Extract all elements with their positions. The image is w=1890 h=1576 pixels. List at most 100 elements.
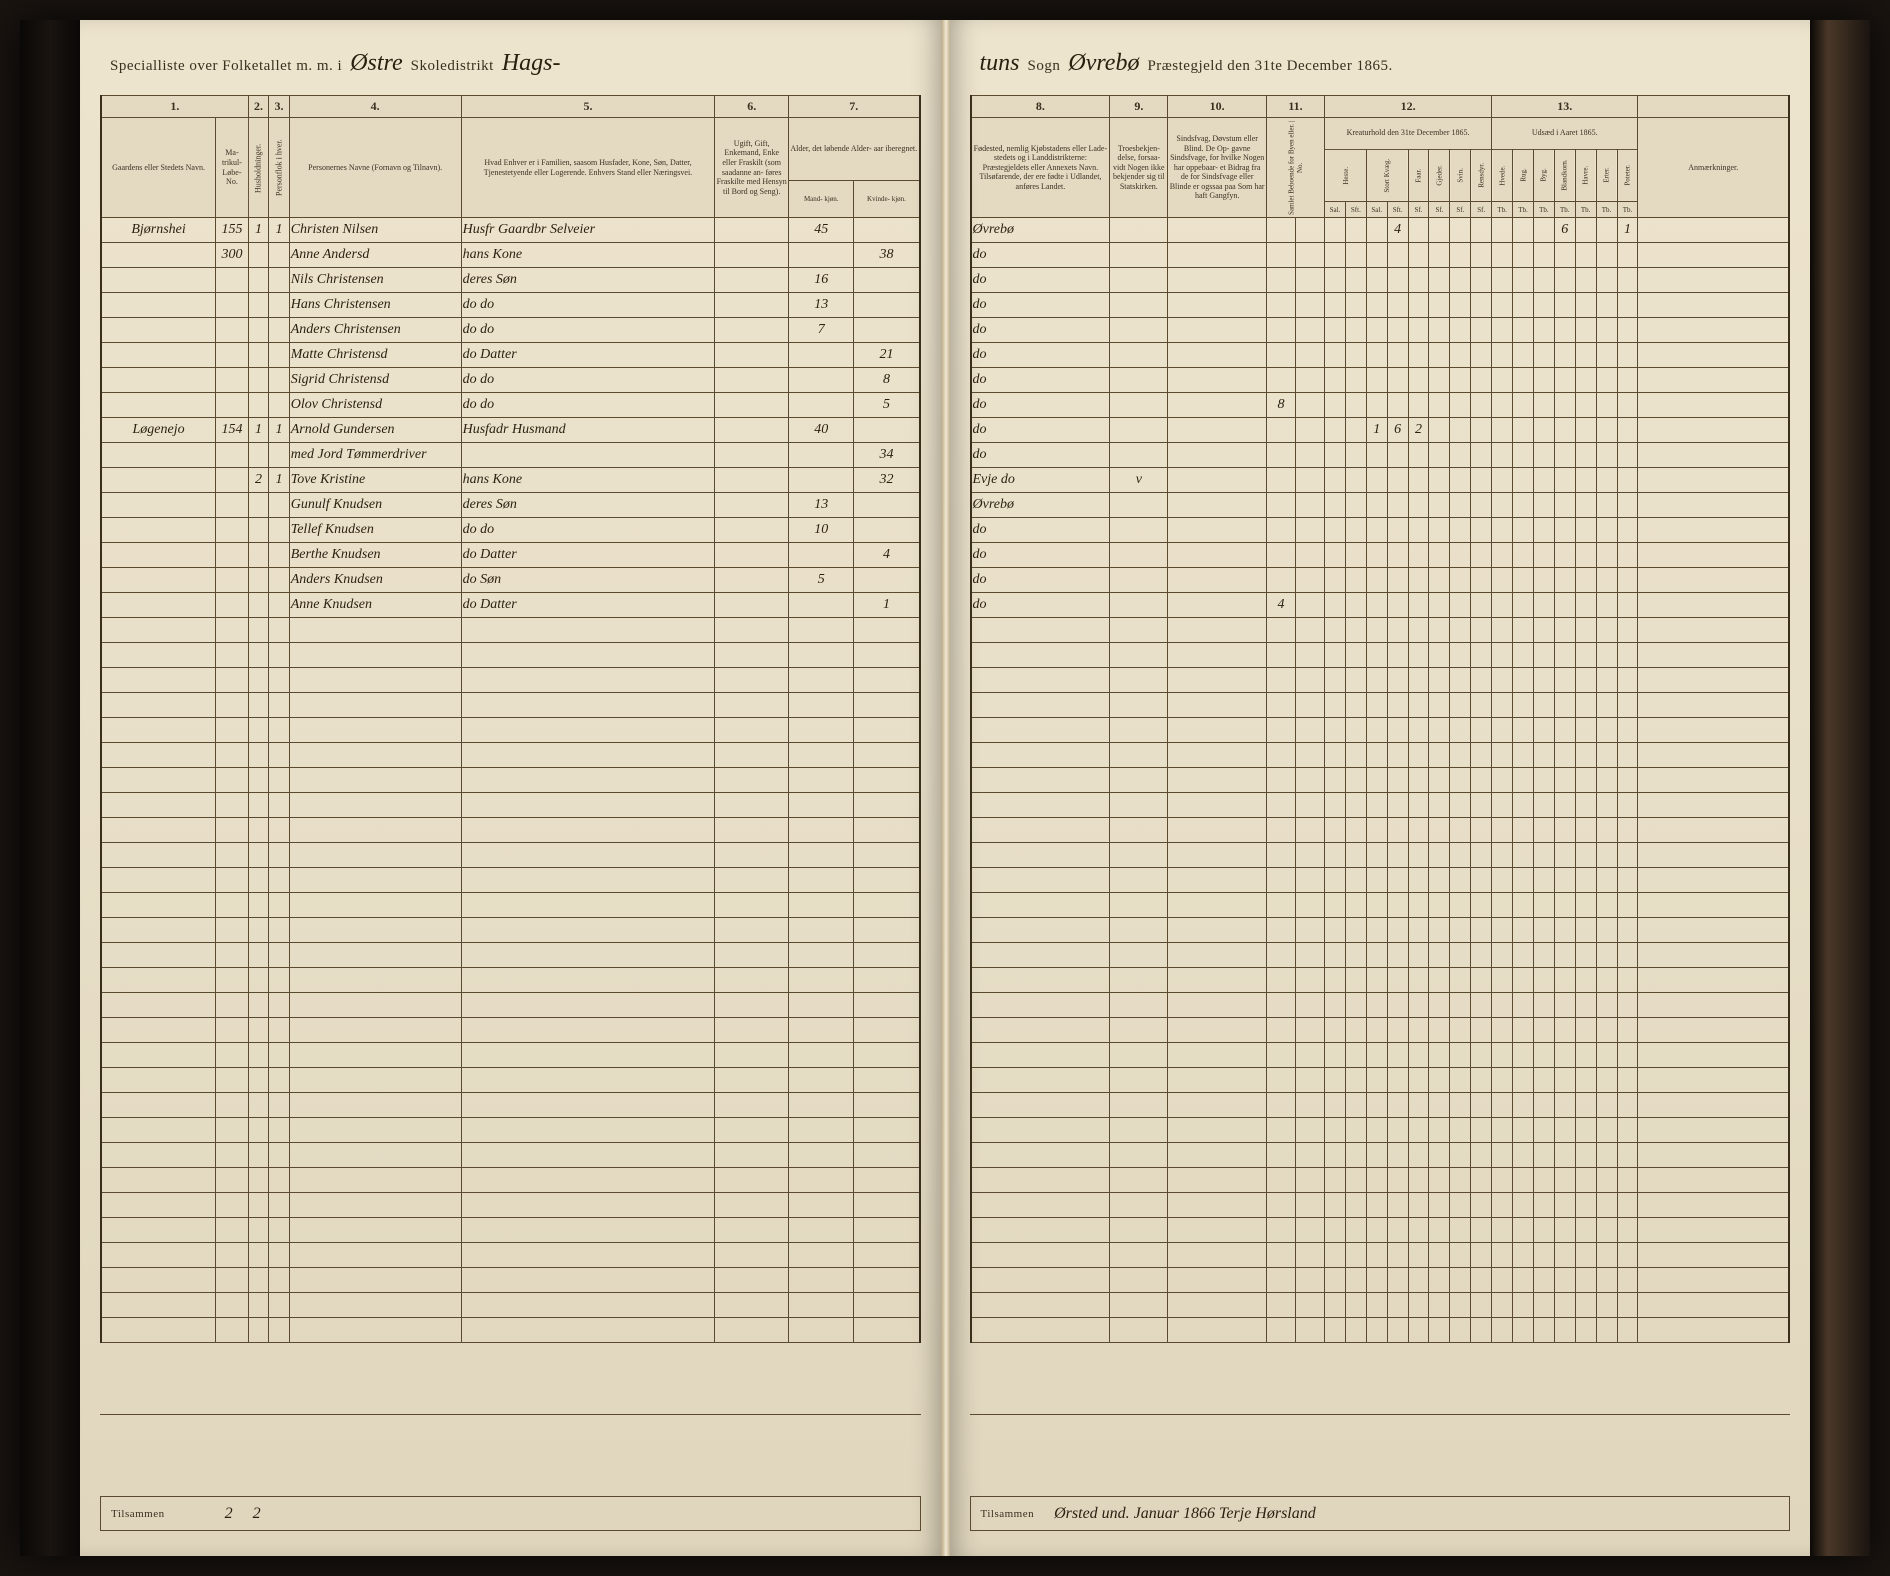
cell xyxy=(854,1068,920,1093)
cell xyxy=(1596,918,1617,943)
cell xyxy=(1110,968,1168,993)
cell: do do xyxy=(461,393,715,418)
cell xyxy=(1554,718,1575,743)
cell xyxy=(1575,443,1596,468)
cell xyxy=(1325,943,1346,968)
empty-row xyxy=(971,943,1790,968)
cell xyxy=(1638,418,1789,443)
cell xyxy=(1110,593,1168,618)
cell xyxy=(1533,918,1554,943)
cell xyxy=(1110,818,1168,843)
binding-right xyxy=(1810,20,1870,1556)
cell xyxy=(1617,918,1638,943)
col-sublabel2: Sft. xyxy=(1345,202,1366,218)
cell xyxy=(1596,893,1617,918)
cell xyxy=(789,1318,854,1343)
cell xyxy=(1168,1093,1267,1118)
cell xyxy=(1110,1193,1168,1218)
empty-row xyxy=(101,1068,920,1093)
cell xyxy=(1325,668,1346,693)
cell xyxy=(248,1168,268,1193)
cell xyxy=(1513,493,1534,518)
empty-row xyxy=(101,1293,920,1318)
cell xyxy=(1554,293,1575,318)
cell xyxy=(101,443,216,468)
empty-row xyxy=(101,1118,920,1143)
cell xyxy=(269,868,289,893)
cell xyxy=(1471,1218,1492,1243)
cell xyxy=(1513,518,1534,543)
cell xyxy=(1617,743,1638,768)
cell xyxy=(1450,668,1471,693)
cell xyxy=(1492,668,1513,693)
cell xyxy=(1513,893,1534,918)
table-row: Matte Christensddo Datter21 xyxy=(101,343,920,368)
cell xyxy=(1168,1168,1267,1193)
cell xyxy=(1575,1093,1596,1118)
cell xyxy=(1387,243,1408,268)
cell xyxy=(1617,718,1638,743)
cell xyxy=(1533,968,1554,993)
right-table-wrap: 8. 9. 10. 11. 12. 13. Fødested, nemlig K… xyxy=(970,95,1791,1415)
cell xyxy=(1387,918,1408,943)
cell xyxy=(1513,343,1534,368)
cell xyxy=(1110,643,1168,668)
cell xyxy=(1366,643,1387,668)
cell xyxy=(101,918,216,943)
empty-row xyxy=(971,1068,1790,1093)
cell xyxy=(1429,793,1450,818)
cell xyxy=(1575,318,1596,343)
cell xyxy=(1513,1193,1534,1218)
cell xyxy=(269,518,289,543)
cell xyxy=(1450,1118,1471,1143)
table-row: do xyxy=(971,243,1790,268)
cell xyxy=(216,543,249,568)
cell xyxy=(1325,1043,1346,1068)
cell xyxy=(248,518,268,543)
cell xyxy=(1296,1068,1325,1093)
cell xyxy=(1387,618,1408,643)
cell xyxy=(1387,343,1408,368)
cell xyxy=(1617,893,1638,918)
cell xyxy=(269,1143,289,1168)
cell xyxy=(854,618,920,643)
cell xyxy=(1110,668,1168,693)
cell xyxy=(1450,268,1471,293)
cell xyxy=(715,1243,789,1268)
cell xyxy=(1408,493,1429,518)
col-num: 8. xyxy=(971,96,1110,118)
cell xyxy=(1296,768,1325,793)
cell xyxy=(1110,418,1168,443)
cell xyxy=(1554,1118,1575,1143)
cell xyxy=(1533,893,1554,918)
table-row: Øvrebø461 xyxy=(971,218,1790,243)
cell xyxy=(1554,1243,1575,1268)
cell xyxy=(1492,843,1513,868)
cell xyxy=(1429,918,1450,943)
cell xyxy=(1492,968,1513,993)
col-num: 6. xyxy=(715,96,789,118)
cell xyxy=(1345,793,1366,818)
cell xyxy=(1408,943,1429,968)
cell xyxy=(1267,1243,1296,1268)
cell xyxy=(1617,1018,1638,1043)
cell xyxy=(1429,693,1450,718)
cell xyxy=(1110,393,1168,418)
cell xyxy=(1325,1168,1346,1193)
cell xyxy=(1387,468,1408,493)
cell xyxy=(461,1293,715,1318)
cell xyxy=(1638,918,1789,943)
cell xyxy=(1110,1268,1168,1293)
cell xyxy=(1638,693,1789,718)
cell xyxy=(1617,318,1638,343)
cell: Løgenejo xyxy=(101,418,216,443)
cell: 2 xyxy=(248,468,268,493)
cell xyxy=(1345,1243,1366,1268)
cell: do Datter xyxy=(461,543,715,568)
cell xyxy=(1366,1218,1387,1243)
cell xyxy=(1408,668,1429,693)
cell xyxy=(1110,293,1168,318)
cell xyxy=(971,1268,1110,1293)
cell xyxy=(1533,868,1554,893)
cell: 1 xyxy=(269,468,289,493)
